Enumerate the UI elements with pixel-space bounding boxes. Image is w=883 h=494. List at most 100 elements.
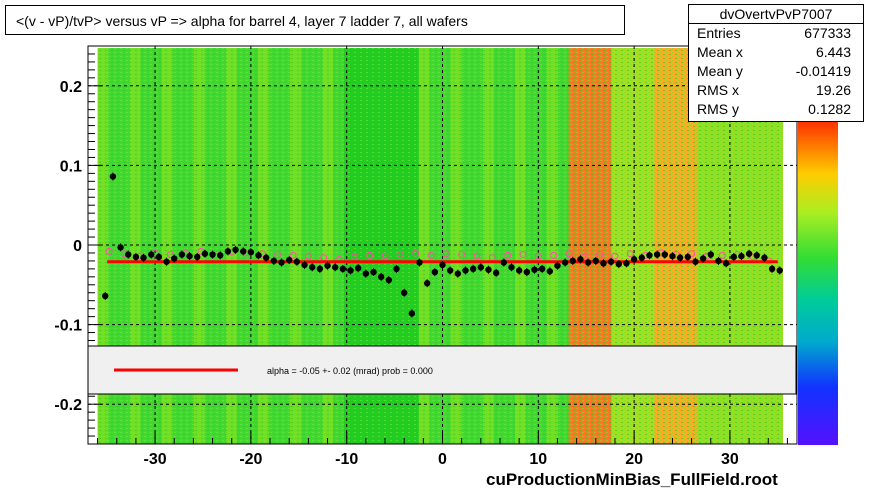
stats-row-mean-y: Mean y -0.01419 xyxy=(689,62,863,81)
mean-marker xyxy=(339,265,347,273)
mean-marker xyxy=(178,251,186,258)
mean-marker xyxy=(171,255,178,262)
y-tick-label: 0.1 xyxy=(60,158,82,175)
mean-marker xyxy=(247,248,255,256)
mean-marker xyxy=(646,252,653,259)
mean-marker xyxy=(331,264,339,271)
mean-marker xyxy=(240,248,247,255)
mean-marker xyxy=(776,267,783,274)
mean-marker xyxy=(676,254,684,261)
stats-value: 6.443 xyxy=(815,44,851,60)
stats-name: dvOvertvPvP7007 xyxy=(689,5,863,24)
open-marker xyxy=(626,250,634,258)
mean-marker xyxy=(217,252,224,259)
open-marker xyxy=(381,252,389,260)
mean-marker xyxy=(592,257,599,265)
mean-marker xyxy=(462,267,469,274)
mean-marker xyxy=(515,267,523,274)
mean-marker xyxy=(354,264,362,272)
mean-marker xyxy=(638,254,645,261)
mean-marker xyxy=(753,252,760,259)
mean-marker xyxy=(615,260,622,268)
mean-marker xyxy=(684,253,691,261)
mean-marker xyxy=(400,289,408,296)
open-marker xyxy=(350,253,358,261)
mean-marker xyxy=(699,255,707,262)
mean-marker xyxy=(669,252,676,260)
stats-row-rms-y: RMS y 0.1282 xyxy=(689,100,863,119)
mean-marker xyxy=(523,268,531,276)
mean-marker xyxy=(132,253,140,261)
mean-marker xyxy=(316,265,324,273)
open-marker xyxy=(596,251,604,259)
y-tick-label: -0.2 xyxy=(54,397,82,414)
open-marker xyxy=(396,251,404,259)
x-tick-label: -10 xyxy=(335,451,358,468)
open-marker xyxy=(565,250,573,258)
stats-row-rms-x: RMS x 19.26 xyxy=(689,81,863,100)
stats-key: Mean y xyxy=(697,63,743,79)
mean-marker xyxy=(431,268,439,276)
mean-marker xyxy=(293,258,301,265)
mean-marker xyxy=(561,259,569,266)
stats-value: 677333 xyxy=(804,25,851,41)
mean-marker xyxy=(469,265,477,273)
stats-value: 19.26 xyxy=(815,82,851,98)
open-marker xyxy=(105,247,113,255)
mean-marker xyxy=(508,264,515,271)
mean-marker xyxy=(224,248,232,255)
open-marker xyxy=(427,251,435,259)
open-marker xyxy=(550,251,558,259)
mean-marker xyxy=(600,260,607,267)
mean-marker xyxy=(738,252,745,260)
mean-marker xyxy=(439,261,446,269)
mean-marker xyxy=(194,253,201,261)
mean-marker xyxy=(745,250,753,257)
y-tick-label: 0.2 xyxy=(60,79,82,96)
stats-box: dvOvertvPvP7007 Entries 677333 Mean x 6.… xyxy=(688,4,864,122)
mean-marker xyxy=(730,253,737,261)
footer-filename: cuProductionMinBias_FullField.root xyxy=(486,470,778,489)
mean-marker xyxy=(768,265,776,273)
mean-marker xyxy=(623,260,630,267)
mean-marker xyxy=(278,259,285,266)
stats-key: RMS x xyxy=(697,82,739,98)
x-tick-label: 30 xyxy=(721,451,739,468)
mean-marker xyxy=(408,310,416,317)
mean-marker xyxy=(117,244,124,251)
axes: -30 -20 -10 0 10 20 30 0.2 0.1 0 -0.1 -0.2 xyxy=(54,45,798,468)
mean-marker xyxy=(416,259,423,266)
open-marker xyxy=(473,252,481,260)
y-tick-label: -0.1 xyxy=(54,318,82,335)
plot-title-text: <(v - vP)/tvP> versus vP => alpha for ba… xyxy=(16,13,468,29)
open-marker xyxy=(412,249,420,257)
mean-marker xyxy=(707,251,714,258)
plot-title: <(v - vP)/tvP> versus vP => alpha for ba… xyxy=(5,5,625,35)
open-marker xyxy=(504,251,512,259)
color-palette xyxy=(798,122,838,445)
x-tick-label: 20 xyxy=(625,451,643,468)
mean-marker xyxy=(125,251,132,258)
mean-marker xyxy=(140,254,147,261)
mean-marker xyxy=(385,276,393,284)
open-marker xyxy=(366,251,374,259)
stats-row-entries: Entries 677333 xyxy=(689,24,863,43)
mean-marker xyxy=(607,258,615,265)
mean-marker xyxy=(577,256,584,263)
mean-marker xyxy=(761,254,768,261)
mean-marker xyxy=(347,267,354,274)
mean-marker xyxy=(393,265,400,273)
mean-marker xyxy=(163,258,170,265)
open-marker xyxy=(519,251,527,259)
mean-marker xyxy=(301,261,308,269)
mean-marker xyxy=(569,257,577,265)
open-marker xyxy=(304,252,312,260)
mean-marker xyxy=(324,262,331,269)
mean-marker xyxy=(186,252,193,260)
legend-text: alpha = -0.05 +- 0.02 (mrad) prob = 0.00… xyxy=(267,366,433,376)
open-marker xyxy=(289,251,297,259)
mean-marker xyxy=(263,254,270,261)
open-marker xyxy=(718,251,726,259)
